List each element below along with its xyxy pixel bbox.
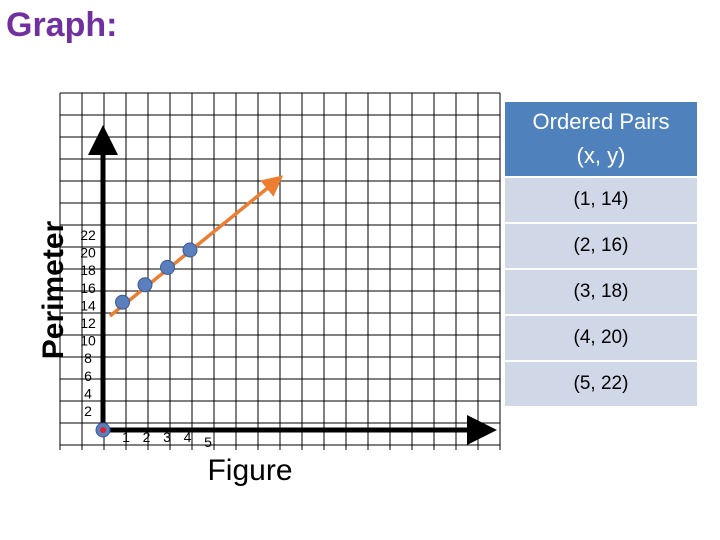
y-tick-label: 16: [80, 280, 96, 296]
ordered-pairs-table: Ordered Pairs (x, y) (1, 14) (2, 16) (3,…: [505, 102, 697, 408]
x-tick-label: 3: [163, 429, 171, 445]
data-point: [115, 294, 130, 310]
y-tick-label: 22: [80, 227, 96, 243]
table-header: Ordered Pairs (x, y): [505, 102, 697, 178]
table-row: (5, 22): [505, 361, 697, 408]
y-tick-label: 18: [80, 262, 96, 278]
table-cell: (1, 14): [505, 177, 697, 224]
table-row: (3, 18): [505, 269, 697, 316]
y-tick-label: 20: [80, 245, 96, 261]
grid: [59, 92, 501, 450]
data-point: [137, 277, 153, 293]
data-points: [95, 242, 198, 438]
x-tick-label: 1: [122, 429, 130, 445]
x-tick-label: 5: [204, 434, 212, 450]
table-header-subtitle: (x, y): [576, 143, 626, 168]
origin-point-center: [100, 427, 106, 433]
table-header-row: Ordered Pairs (x, y): [505, 102, 697, 178]
table-cell: (4, 20): [505, 315, 697, 362]
table-row: (4, 20): [505, 315, 697, 362]
table-header-title: Ordered Pairs: [532, 109, 670, 134]
table-row: (2, 16): [505, 223, 697, 270]
table-cell: (2, 16): [505, 223, 697, 270]
y-tick-label: 6: [84, 368, 92, 384]
x-tick-label: 4: [184, 429, 192, 445]
y-tick-label: 8: [84, 350, 92, 366]
x-tick-label: 2: [143, 429, 151, 445]
table-cell: (3, 18): [505, 269, 697, 316]
data-point: [182, 242, 198, 258]
data-point: [160, 259, 175, 275]
table-row: (1, 14): [505, 177, 697, 224]
y-tick-label: 2: [84, 403, 92, 419]
y-tick-label: 12: [80, 315, 96, 331]
slide-title: Graph:: [6, 6, 118, 44]
y-tick-label: 4: [84, 385, 92, 401]
y-tick-label: 10: [80, 333, 96, 349]
y-axis-label: Perimeter: [37, 220, 70, 359]
x-axis-label: Figure: [207, 454, 292, 487]
table-cell: (5, 22): [505, 361, 697, 408]
y-tick-label: 14: [80, 297, 96, 313]
